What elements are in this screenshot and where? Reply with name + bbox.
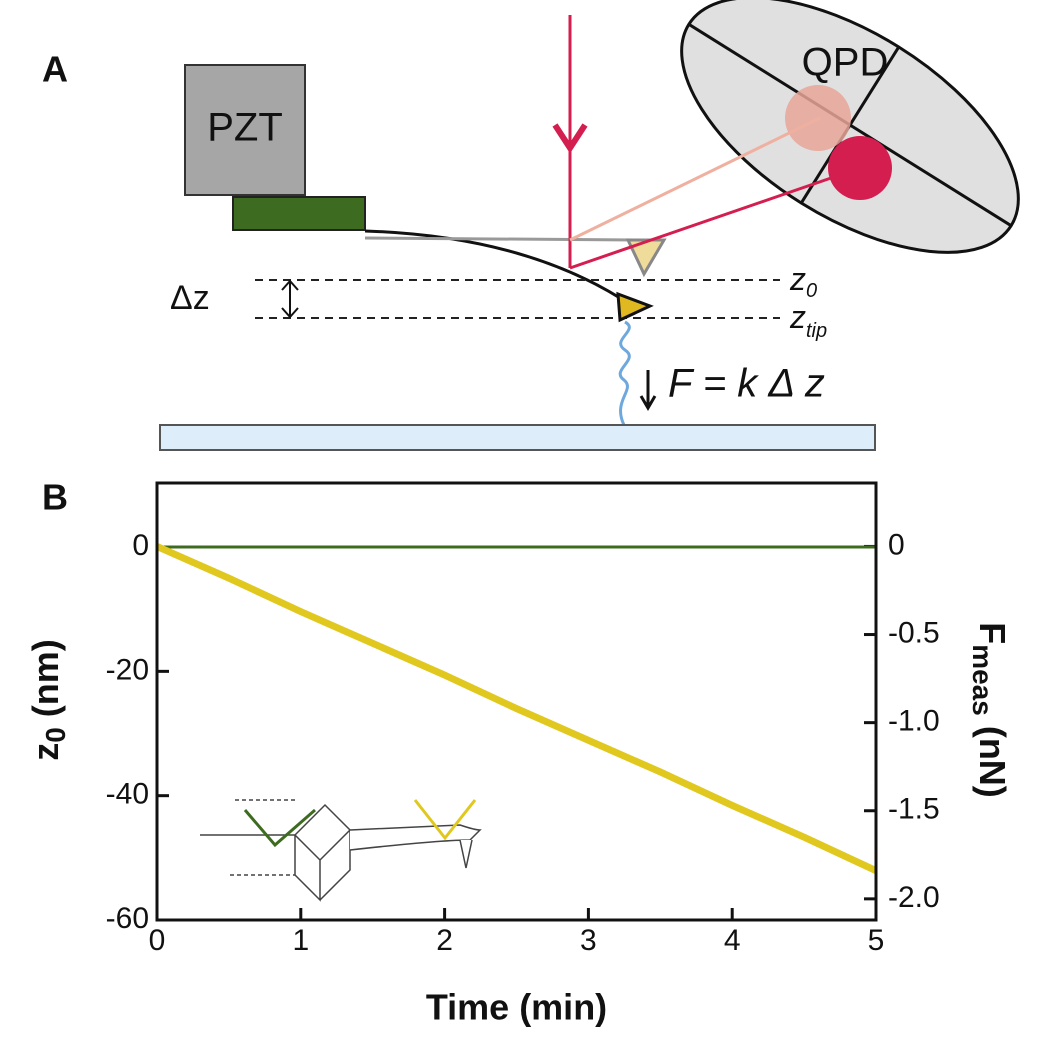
z0-main: z: [789, 261, 806, 297]
y2-axis-title: Fmeas (nN): [967, 622, 1014, 798]
molecule: [618, 320, 631, 426]
reflected-rest: [569, 116, 821, 242]
ztip-main: z: [789, 299, 806, 335]
y-axis-title: z0 (nm): [25, 639, 72, 761]
x-tick-label: 0: [149, 924, 166, 957]
dz-arrow: [281, 279, 299, 319]
panel-label: B: [42, 477, 68, 518]
y-tick-label: -40: [106, 778, 149, 811]
y2-tick-label: -1.5: [888, 793, 940, 826]
y2-axis-title-main: F: [972, 622, 1013, 644]
data-line: [155, 543, 878, 874]
force-arrow: [639, 370, 657, 411]
plot-frame: [155, 481, 878, 922]
x-tick-label: 4: [724, 924, 741, 957]
rest-cantilever: [364, 236, 636, 242]
y-axis-title-main: z: [25, 743, 66, 761]
y-tick-label: 0: [132, 529, 149, 562]
pzt-block: [184, 64, 306, 196]
ztip-label: ztip: [789, 299, 827, 342]
y2-tick-label: -2.0: [888, 881, 940, 914]
panel-label: A: [42, 49, 68, 90]
y-axis-title-sub: 0: [40, 727, 71, 743]
reflected-beam: [569, 166, 861, 270]
y2-tick-label: -1.0: [888, 705, 940, 738]
y-tick-label: -60: [106, 902, 149, 935]
cantilever: [364, 229, 621, 300]
dz-label: Δz: [170, 279, 210, 317]
x-axis-title: Time (min): [426, 987, 607, 1028]
laser-arrow: [552, 123, 588, 154]
cantilever-base: [232, 196, 366, 231]
ztip-sub: tip: [806, 320, 827, 342]
pzt-label: PZT: [207, 106, 283, 150]
y2-tick-label: 0: [888, 528, 905, 561]
qpd-label: QPD: [802, 41, 889, 85]
x-tick-label: 5: [868, 924, 885, 957]
x-tick-label: 2: [436, 924, 453, 957]
tip: [616, 291, 654, 323]
x-tick-label: 1: [292, 924, 309, 957]
z0-sub: 0: [806, 280, 817, 302]
rest-tip: [625, 238, 667, 278]
force-label: F = k Δ z: [668, 362, 825, 406]
y-axis-title-unit: (nm): [25, 639, 66, 717]
x-tick-label: 3: [580, 924, 597, 957]
inset-diagram: [200, 799, 482, 902]
substrate: [159, 424, 876, 451]
z0-label: z0: [789, 261, 817, 302]
y2-axis-title-sub: meas: [967, 644, 998, 716]
y2-axis-title-unit: (nN): [972, 726, 1013, 798]
y2-tick-label: -0.5: [888, 616, 940, 649]
y-tick-label: -20: [106, 653, 149, 686]
